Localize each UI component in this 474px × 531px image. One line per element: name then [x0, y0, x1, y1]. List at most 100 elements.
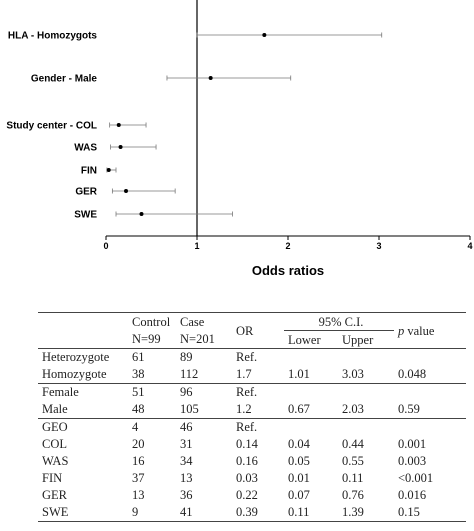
table-cell-or: 0.03	[236, 471, 258, 485]
header-p-rest: value	[404, 323, 435, 338]
row-label: Study center - COL	[6, 121, 97, 132]
table-header-row-2: N=99 N=201 Lower Upper	[38, 330, 466, 349]
table-cell-upper	[338, 383, 394, 401]
table-cell-p: <0.001	[398, 471, 434, 485]
table-cell-lower: 0.07	[288, 488, 310, 502]
table-cell-name: GEO	[38, 418, 128, 436]
table-cell-or: 1.2	[236, 402, 252, 416]
table-cell-control: 9	[128, 504, 176, 522]
table-cell-control: 48	[132, 402, 145, 416]
table-cell-control: 16	[132, 454, 145, 468]
table-cell-or: Ref.	[232, 383, 284, 401]
table-row: Homozygote 38 112 1.7 1.01 3.03 0.048	[38, 366, 466, 384]
table-cell-lower: 1.01	[288, 367, 310, 381]
table-cell-or: 1.7	[236, 367, 252, 381]
table-cell-case: 46	[176, 418, 232, 436]
table-row: Heterozygote 61 89 Ref.	[38, 348, 466, 366]
table-cell-lower: 0.67	[288, 402, 310, 416]
table-cell-control: 37	[132, 471, 145, 485]
table-row: GER 13 36 0.22 0.07 0.76 0.016	[38, 487, 466, 504]
table-cell-case: 89	[176, 348, 232, 366]
table-cell-control: 13	[132, 488, 145, 502]
header-control: Control	[128, 312, 176, 331]
table-cell-p: 0.001	[398, 437, 427, 451]
x-tick-label: 3	[376, 241, 381, 251]
table-cell-upper: 2.03	[342, 402, 364, 416]
results-table: Control Case OR 95% C.I. p value N=99 N=…	[38, 312, 466, 522]
table-cell-lower	[284, 418, 338, 436]
table-cell-or: 0.22	[236, 488, 258, 502]
table-header-row-1: Control Case OR 95% C.I. p value	[38, 312, 466, 349]
table-cell-upper: 0.55	[342, 454, 364, 468]
table-cell-lower	[284, 383, 338, 401]
row-label: WAS	[74, 143, 97, 154]
table-cell-or: Ref.	[232, 348, 284, 366]
table-cell-lower: 0.01	[288, 471, 310, 485]
table-row: Male 48 105 1.2 0.67 2.03 0.59	[38, 401, 466, 419]
table-cell-control: 38	[132, 367, 145, 381]
table-row: FIN 37 13 0.03 0.01 0.11 <0.001	[38, 470, 466, 487]
table-cell-control: 51	[128, 383, 176, 401]
table-cell-p	[394, 383, 466, 401]
table-cell-p	[394, 418, 466, 436]
table-cell-name: FIN	[42, 471, 63, 485]
or-point	[262, 33, 267, 37]
table-cell-name: WAS	[42, 454, 69, 468]
table-cell-p: 0.016	[398, 488, 427, 502]
table-cell-upper	[338, 348, 394, 366]
table-cell-upper: 3.03	[342, 367, 364, 381]
table-cell-p	[394, 348, 466, 366]
or-point	[139, 212, 144, 216]
table-cell-p: 0.15	[394, 504, 466, 522]
header-ci: 95% C.I.	[284, 312, 394, 331]
table-cell-case: 36	[180, 488, 193, 502]
header-case-n: N=201	[176, 330, 232, 349]
header-upper: Upper	[338, 330, 394, 349]
table-cell-upper: 0.11	[342, 471, 364, 485]
table-cell-upper	[338, 418, 394, 436]
table-cell-case: 34	[180, 454, 193, 468]
table-cell-lower: 0.11	[284, 504, 338, 522]
table-cell-p: 0.003	[398, 454, 427, 468]
table-group: GEO 4 46 Ref. COL 20 31 0.14 0.04 0.44 0.001 WAS 16 3…	[38, 418, 466, 522]
table-cell-name: COL	[42, 437, 67, 451]
table-cell-control: 4	[128, 418, 176, 436]
or-point	[208, 76, 213, 80]
table-group: Heterozygote 61 89 Ref. Homozygote 38 112 1.7 1.…	[38, 348, 466, 384]
table-cell-case: 96	[176, 383, 232, 401]
header-p-value: p value	[394, 312, 466, 349]
table-cell-upper: 0.76	[342, 488, 364, 502]
table-group: Female 51 96 Ref. Male 48 105 1.2 0.67 2.03 0.59	[38, 383, 466, 419]
or-point	[106, 168, 111, 172]
header-p-italic: p	[398, 323, 405, 338]
table-row: WAS 16 34 0.16 0.05 0.55 0.003	[38, 453, 466, 470]
table-cell-name: Male	[42, 402, 68, 416]
row-label: HLA - Homozygots	[8, 31, 98, 42]
table-cell-name: Homozygote	[42, 367, 107, 381]
table-row: COL 20 31 0.14 0.04 0.44 0.001	[38, 436, 466, 453]
table-cell-case: 31	[180, 437, 193, 451]
header-or: OR	[232, 312, 284, 349]
x-axis-title: Odds ratios	[252, 263, 324, 278]
forest-plot: 0 1 2 3 4 HLA - Homozygots Gender - Male Study …	[6, 0, 473, 278]
table-cell-name: Heterozygote	[38, 348, 128, 366]
header-lower: Lower	[284, 330, 338, 349]
table-cell-control: 20	[132, 437, 145, 451]
header-blank	[38, 312, 128, 349]
table-cell-p: 0.048	[398, 367, 427, 381]
table-cell-control: 61	[128, 348, 176, 366]
row-label: FIN	[81, 166, 97, 177]
table-cell-case: 105	[180, 402, 199, 416]
table-cell-or: 0.16	[236, 454, 258, 468]
table-row: Female 51 96 Ref.	[38, 383, 466, 401]
table-cell-case: 112	[180, 367, 199, 381]
header-case: Case	[176, 312, 232, 331]
or-point	[116, 123, 121, 127]
table-cell-upper: 1.39	[338, 504, 394, 522]
x-tick-label: 2	[285, 241, 290, 251]
x-tick-label: 1	[194, 241, 199, 251]
table-cell-case: 41	[176, 504, 232, 522]
table-cell-lower: 0.04	[288, 437, 310, 451]
table-cell-upper: 0.44	[342, 437, 364, 451]
row-label: GER	[75, 187, 97, 198]
